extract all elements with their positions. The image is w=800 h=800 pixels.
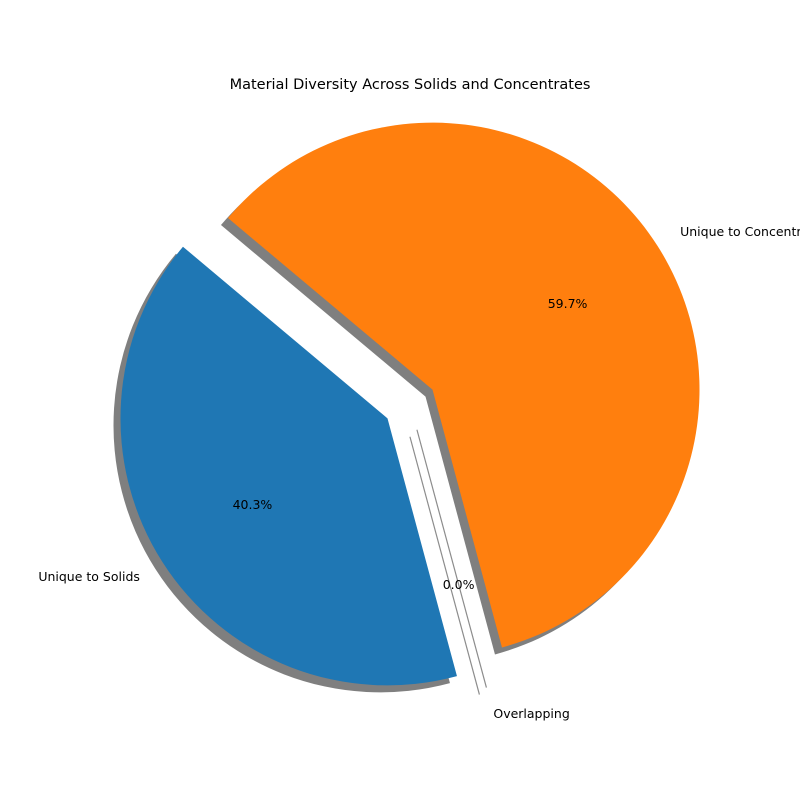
label-overlapping: Overlapping <box>493 706 569 721</box>
slice-overlapping <box>416 429 487 688</box>
percent-unique-to-concentrates: 59.7% <box>548 296 588 311</box>
chart-title: Material Diversity Across Solids and Con… <box>230 77 591 93</box>
label-unique-to-solids: Unique to Solids <box>38 569 140 584</box>
percent-overlapping: 0.0% <box>443 577 475 592</box>
percent-unique-to-solids: 40.3% <box>233 497 273 512</box>
label-unique-to-concentrates: Unique to Concentrates <box>680 224 800 239</box>
pie-slices <box>120 122 700 688</box>
shadow-overlapping <box>409 436 480 695</box>
slice-unique-to-concentrates <box>227 122 700 648</box>
slice-unique-to-solids <box>120 246 457 686</box>
slice-labels: Unique to Solids 40.3% Overlapping 0.0% Uniq… <box>38 224 800 721</box>
